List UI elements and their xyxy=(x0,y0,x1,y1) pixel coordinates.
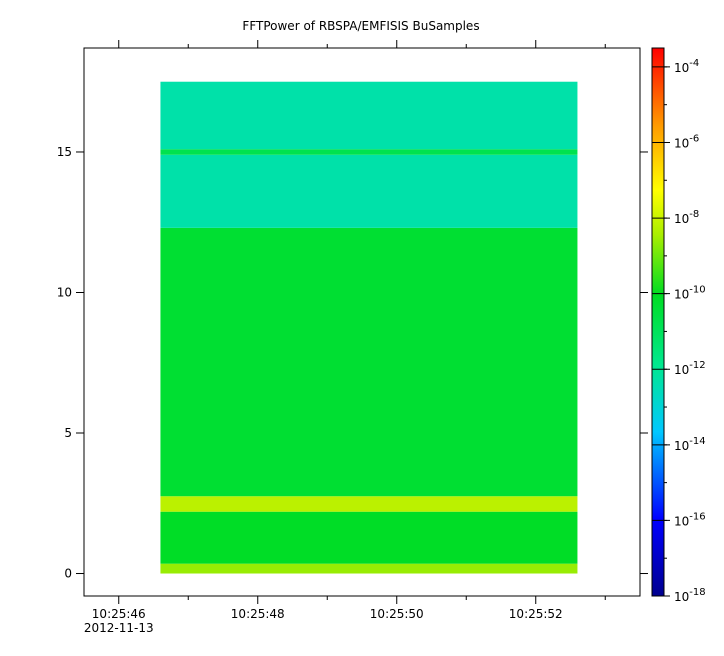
heatmap-area xyxy=(160,81,578,574)
colorbar xyxy=(651,47,665,597)
colorbar-tick-label: 10-18 xyxy=(674,587,706,604)
y-tick-label: 5 xyxy=(64,426,72,440)
x-tick-label: 10:25:46 xyxy=(92,607,146,621)
colorbar-tick-label: 10-14 xyxy=(674,436,706,453)
colorbar-tick-label: 10-6 xyxy=(674,133,699,150)
spectrum-band xyxy=(160,563,578,574)
y-axis: 0 5 10 15 xyxy=(57,145,648,581)
spectrum-band xyxy=(160,496,578,512)
spectrum-band xyxy=(160,149,578,155)
x-tick-sublabel: 2012-11-13 xyxy=(84,621,154,635)
y-tick-label: 10 xyxy=(57,285,72,299)
spectrum-band xyxy=(160,154,578,228)
colorbar-axis: 10-18 10-16 10-14 10-12 10-10 10-8 10-6 10-4 xyxy=(652,58,706,604)
spectrum-band xyxy=(160,227,578,497)
spectrum-band xyxy=(160,81,578,150)
colorbar-tick-label: 10-10 xyxy=(674,285,706,302)
colorbar-tick-label: 10-12 xyxy=(674,360,706,377)
spectrum-band xyxy=(160,511,578,564)
y-tick-label: 15 xyxy=(57,145,72,159)
x-tick-label: 10:25:50 xyxy=(370,607,424,621)
y-tick-label: 0 xyxy=(64,567,72,581)
colorbar-tick-label: 10-8 xyxy=(674,209,699,226)
x-tick-label: 10:25:52 xyxy=(509,607,563,621)
colorbar-tick-label: 10-4 xyxy=(674,58,699,75)
chart-title: FFTPower of RBSPA/EMFISIS BuSamples xyxy=(242,19,479,33)
x-tick-label: 10:25:48 xyxy=(231,607,285,621)
colorbar-tick-label: 10-16 xyxy=(674,511,706,528)
